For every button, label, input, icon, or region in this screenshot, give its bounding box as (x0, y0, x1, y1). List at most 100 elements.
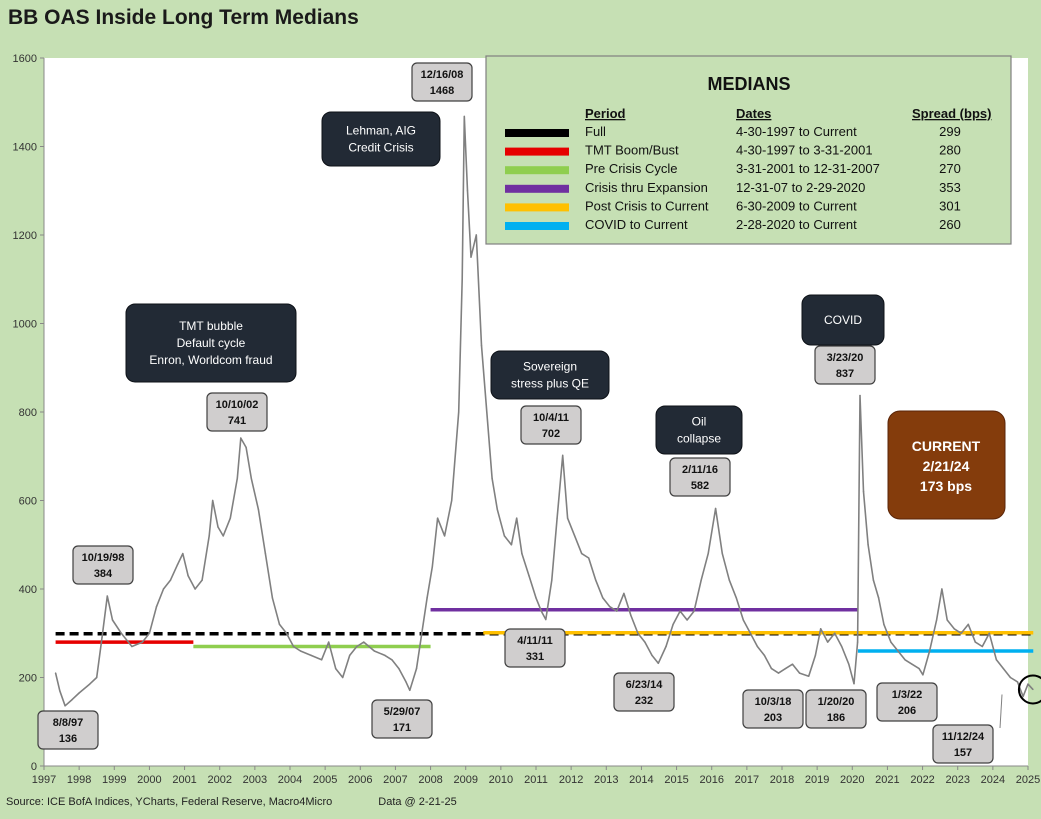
legend-dates: 3-31-2001 to 12-31-2007 (736, 161, 880, 176)
data-point (278, 623, 281, 626)
label-value: 136 (59, 733, 77, 745)
x-tick-label: 2016 (699, 774, 723, 786)
legend-period: Pre Crisis Cycle (585, 161, 677, 176)
x-tick-label: 2015 (664, 774, 688, 786)
data-point (562, 454, 564, 457)
data-point (763, 654, 766, 657)
data-point (71, 698, 73, 701)
data-point (415, 667, 418, 670)
annotation-box: Sovereign stress plus QE (490, 350, 610, 400)
data-point (521, 552, 523, 555)
y-tick-label: 0 (31, 761, 37, 773)
data-point (735, 597, 738, 599)
legend-swatch (505, 222, 569, 230)
data-point (155, 606, 158, 608)
data-point (141, 641, 144, 643)
x-tick-label: 2025 (1016, 774, 1040, 786)
data-point (651, 654, 653, 657)
label-box-bg (72, 545, 134, 585)
data-point (808, 675, 810, 677)
point-label-box: 11/12/24 157 (932, 724, 994, 764)
label-box-bg (805, 689, 867, 729)
legend-spread: 260 (939, 217, 961, 232)
point-label-box: 10/19/98 384 (72, 545, 134, 585)
point-label-box: 1/3/22 206 (876, 682, 938, 722)
annotation-text: TMT bubble (179, 319, 243, 333)
data-point (700, 579, 702, 581)
data-point (59, 690, 61, 692)
annotation-text: Default cycle (177, 336, 246, 350)
data-point (556, 517, 558, 519)
x-tick-label: 2020 (840, 774, 864, 786)
x-tick-label: 1997 (32, 774, 56, 786)
label-date: 6/23/14 (626, 679, 664, 691)
y-tick-label: 200 (19, 673, 37, 685)
data-point (630, 614, 632, 617)
label-box-bg (932, 724, 994, 764)
data-point (814, 654, 817, 657)
data-point (995, 659, 998, 661)
data-point (187, 575, 189, 577)
data-point (540, 610, 542, 612)
label-date: 5/29/07 (384, 706, 421, 718)
annotation-text: Credit Crisis (348, 141, 413, 155)
annotation-text: Sovereign (523, 360, 577, 374)
data-point (182, 552, 184, 555)
legend-swatch (505, 184, 569, 193)
data-point (897, 650, 899, 652)
label-value: 157 (954, 747, 972, 759)
legend-box (485, 55, 1012, 245)
annotation-box: Lehman, AIG Credit Crisis (321, 111, 441, 167)
x-tick-label: 2014 (629, 774, 653, 786)
point-label-box: 1/20/20 186 (805, 689, 867, 729)
data-point (443, 535, 446, 537)
data-point (1002, 667, 1005, 670)
label-value: 582 (691, 480, 709, 492)
legend-swatch (505, 147, 569, 156)
point-label-box: 10/3/18 203 (742, 689, 804, 729)
legend-period: Crisis thru Expansion (585, 180, 708, 195)
y-tick-label: 800 (19, 407, 37, 419)
data-point (862, 490, 865, 493)
legend-dates: 6-30-2009 to Current (736, 198, 857, 213)
data-point (545, 618, 547, 621)
legend-dates: 4-30-1997 to Current (736, 124, 857, 139)
data-point (88, 683, 91, 685)
data-point (770, 667, 773, 670)
legend-dates: 12-31-07 to 2-29-2020 (736, 180, 865, 195)
data-point (292, 645, 295, 648)
label-date: 1/20/20 (818, 696, 855, 708)
data-point (194, 588, 196, 590)
label-box-bg (504, 628, 566, 668)
source-note: Source: ICE BofA Indices, YCharts, Feder… (6, 796, 333, 808)
data-point (728, 579, 730, 581)
point-label-box: 12/16/08 1468 (411, 62, 473, 102)
data-point (373, 650, 376, 652)
data-point (342, 676, 344, 679)
x-tick-label: 2006 (348, 774, 372, 786)
y-tick-label: 1400 (13, 142, 37, 154)
data-point (665, 645, 667, 648)
legend-header: Dates (736, 106, 771, 121)
legend-dates: 4-30-1997 to 3-31-2001 (736, 143, 873, 158)
y-tick-label: 1600 (13, 53, 37, 65)
data-point (421, 632, 423, 634)
data-point (756, 645, 759, 648)
legend-spread: 299 (939, 124, 961, 139)
x-tick-label: 1998 (67, 774, 91, 786)
x-tick-label: 1999 (102, 774, 126, 786)
data-point (988, 632, 991, 634)
legend-title: MEDIANS (707, 74, 790, 94)
data-point (264, 552, 267, 555)
data-point (320, 659, 323, 661)
legend-header: Period (585, 106, 626, 121)
annotation-box: TMT bubble Default cycle Enron, Worldcom f… (125, 303, 297, 383)
point-label-box: 10/4/11 702 (520, 405, 582, 445)
data-point (1016, 681, 1019, 683)
data-point (872, 579, 875, 581)
label-date: 4/11/11 (517, 635, 553, 647)
data-point (299, 650, 302, 652)
data-point (96, 676, 98, 679)
data-point (1027, 683, 1029, 685)
